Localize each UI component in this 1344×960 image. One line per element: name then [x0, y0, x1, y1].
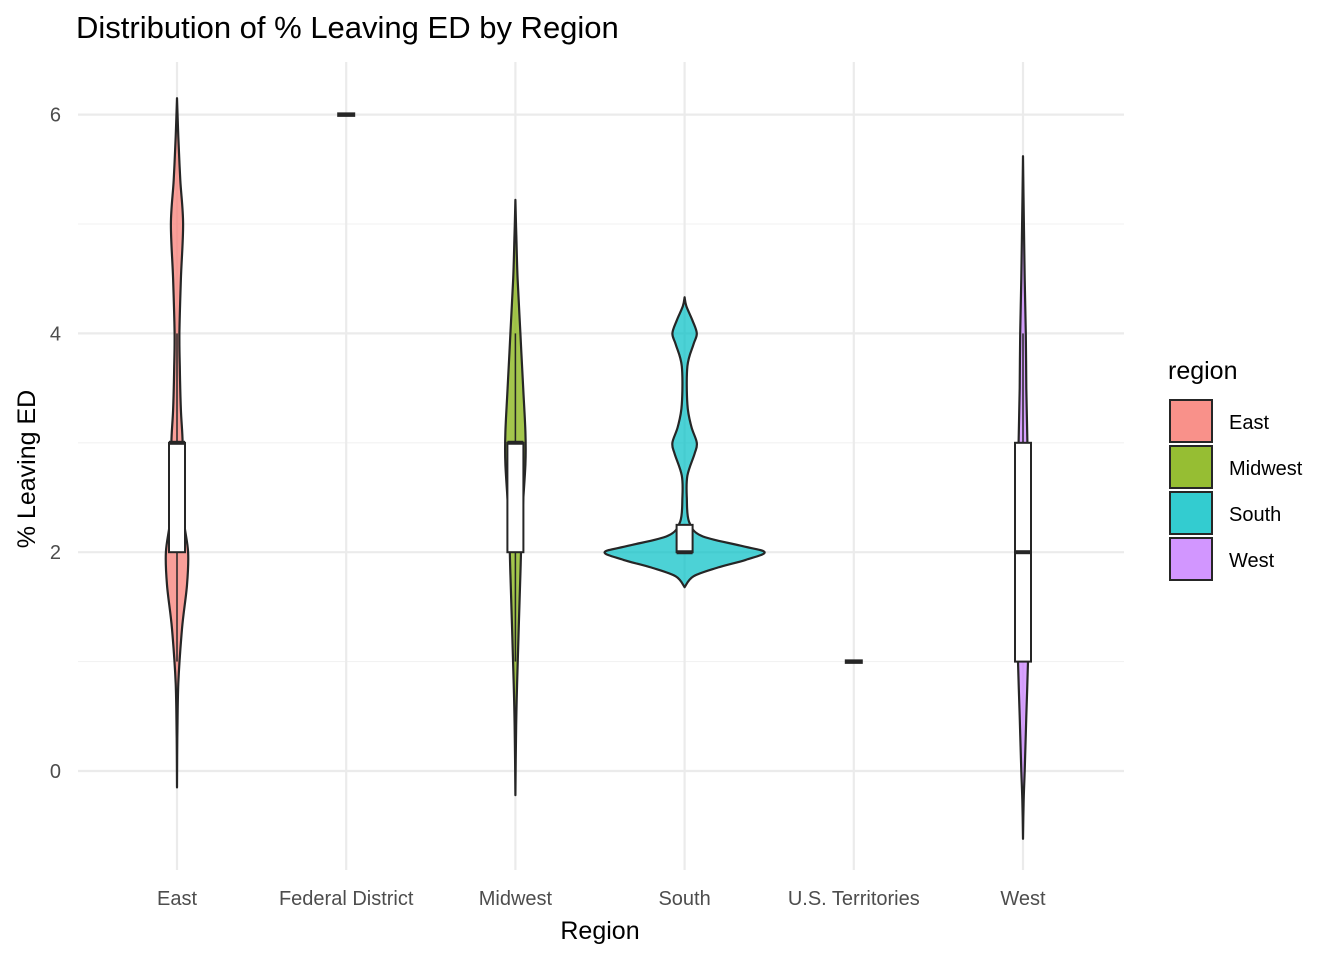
y-tick-label: 0: [50, 761, 61, 783]
legend-label-west: West: [1229, 550, 1275, 572]
violin-midwest-box: [506, 441, 525, 554]
violin-south-box: [675, 523, 694, 554]
legend-swatch-west: [1169, 537, 1213, 581]
legend-label-south: South: [1229, 504, 1281, 526]
legend-label-east: East: [1229, 412, 1269, 434]
x-axis-title: Region: [560, 917, 639, 945]
legend-swatch-south: [1169, 491, 1213, 535]
violin-west: [1014, 155, 1032, 840]
y-tick-label: 4: [50, 323, 61, 345]
x-tick-label: West: [1000, 888, 1046, 910]
legend-swatch-east: [1169, 399, 1213, 443]
x-tick-label: South: [658, 888, 710, 910]
y-tick-label: 2: [50, 542, 61, 564]
legend-swatch-midwest: [1169, 445, 1213, 489]
x-tick-label: Federal District: [279, 888, 414, 910]
legend: region East Midwest South West: [1168, 357, 1303, 581]
y-axis-ticks: 0 2 4 6: [50, 105, 61, 783]
x-axis-ticks: East Federal District Midwest South U.S. Ter…: [157, 888, 1046, 910]
y-tick-label: 6: [50, 105, 61, 127]
grid-lines: [78, 62, 1124, 870]
x-tick-label: Midwest: [479, 888, 553, 910]
violin-midwest: [503, 198, 527, 797]
violin-south: [603, 296, 766, 589]
x-tick-label: East: [157, 888, 197, 910]
violins: [164, 97, 1032, 840]
violin-south-shape: [603, 296, 766, 589]
x-tick-label: U.S. Territories: [788, 888, 920, 910]
violin-east-box: [168, 441, 186, 554]
legend-title: region: [1168, 357, 1238, 385]
violin-east: [164, 97, 190, 789]
legend-label-midwest: Midwest: [1229, 458, 1303, 480]
y-axis-title: % Leaving ED: [13, 390, 41, 548]
chart-title: Distribution of % Leaving ED by Region: [76, 10, 619, 45]
